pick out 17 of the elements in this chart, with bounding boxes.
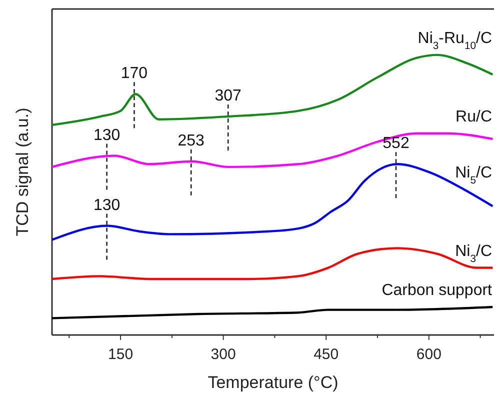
- x-tick-label: 150: [108, 346, 134, 363]
- x-tick-label: 450: [314, 346, 339, 363]
- y-axis-title: TCD signal (a.u.): [13, 108, 32, 236]
- x-tick-label: 600: [416, 346, 442, 363]
- x-tick-label: 300: [210, 346, 236, 363]
- series-label: Ni$_{3}$-Ru$_{10}$/C: [418, 30, 492, 52]
- annotation: 130: [93, 196, 120, 214]
- annotation: 253: [178, 132, 205, 150]
- series-label: Ni$_{3}$/C: [455, 242, 492, 264]
- x-axis-title: Temperature (°C): [208, 373, 338, 392]
- annotation: 170: [120, 65, 148, 82]
- annotation: 130: [93, 126, 120, 144]
- series-label: Carbon support: [382, 282, 493, 299]
- series-label: Ni$_{5}$/C: [455, 164, 492, 186]
- series-label: Ru/C: [456, 108, 492, 126]
- annotation: 552: [382, 135, 410, 152]
- annotation: 307: [214, 88, 242, 105]
